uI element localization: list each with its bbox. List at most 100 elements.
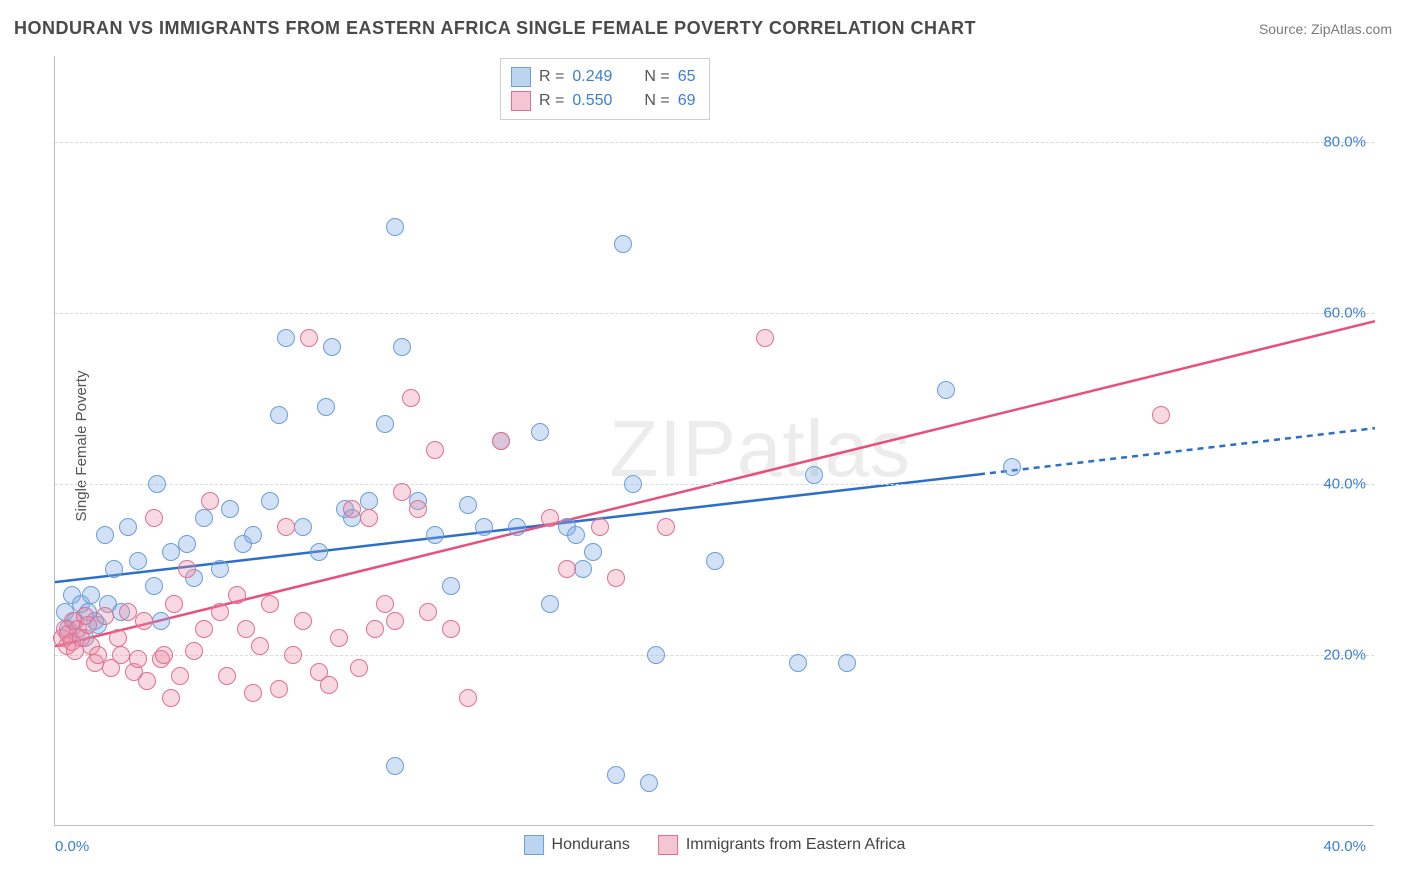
data-point-eastern_africa [251,637,269,655]
data-point-hondurans [805,466,823,484]
chart-source: Source: ZipAtlas.com [1259,21,1392,37]
data-point-eastern_africa [201,492,219,510]
data-point-eastern_africa [409,500,427,518]
data-point-eastern_africa [657,518,675,536]
legend-swatch-eastern_africa [658,835,678,855]
data-point-hondurans [119,518,137,536]
data-point-eastern_africa [284,646,302,664]
data-point-hondurans [261,492,279,510]
x-tick-label: 0.0% [55,838,89,855]
data-point-hondurans [1003,458,1021,476]
legend-swatch-eastern_africa [511,91,531,111]
data-point-eastern_africa [541,509,559,527]
data-point-eastern_africa [343,500,361,518]
data-point-eastern_africa [294,612,312,630]
data-point-eastern_africa [96,607,114,625]
data-point-hondurans [323,338,341,356]
data-point-hondurans [96,526,114,544]
chart-header: HONDURAN VS IMMIGRANTS FROM EASTERN AFRI… [14,18,1392,39]
data-point-hondurans [838,654,856,672]
data-point-hondurans [531,423,549,441]
data-point-hondurans [393,338,411,356]
data-point-eastern_africa [195,620,213,638]
legend-series-label-hondurans: Hondurans [552,836,630,854]
data-point-hondurans [640,774,658,792]
data-point-eastern_africa [360,509,378,527]
data-point-hondurans [310,543,328,561]
legend-r-value-eastern_africa: 0.550 [572,89,624,113]
data-point-hondurans [195,509,213,527]
y-tick-label: 60.0% [1323,304,1366,321]
data-point-eastern_africa [228,586,246,604]
data-point-eastern_africa [591,518,609,536]
data-point-hondurans [459,496,477,514]
legend-series-item-eastern_africa: Immigrants from Eastern Africa [658,835,906,855]
data-point-hondurans [178,535,196,553]
data-point-eastern_africa [320,676,338,694]
data-point-hondurans [624,475,642,493]
data-point-eastern_africa [211,603,229,621]
data-point-eastern_africa [178,560,196,578]
data-point-hondurans [647,646,665,664]
data-point-hondurans [221,500,239,518]
legend-correlation: R =0.249N =65R =0.550N =69 [500,58,710,120]
data-point-eastern_africa [261,595,279,613]
data-point-hondurans [277,329,295,347]
data-point-eastern_africa [155,646,173,664]
data-point-eastern_africa [237,620,255,638]
grid-line [55,313,1374,314]
legend-series-label-eastern_africa: Immigrants from Eastern Africa [686,836,906,854]
data-point-eastern_africa [145,509,163,527]
data-point-eastern_africa [1152,406,1170,424]
data-point-eastern_africa [330,629,348,647]
legend-swatch-hondurans [511,67,531,87]
y-tick-label: 40.0% [1323,475,1366,492]
data-point-eastern_africa [386,612,404,630]
data-point-hondurans [317,398,335,416]
data-point-eastern_africa [244,684,262,702]
legend-n-label: N = [644,65,669,89]
grid-line [55,655,1374,656]
x-tick-label: 40.0% [1323,838,1366,855]
data-point-hondurans [607,766,625,784]
data-point-eastern_africa [277,518,295,536]
data-point-eastern_africa [162,689,180,707]
data-point-eastern_africa [366,620,384,638]
data-point-hondurans [105,560,123,578]
data-point-eastern_africa [129,650,147,668]
data-point-hondurans [270,406,288,424]
data-point-eastern_africa [419,603,437,621]
y-tick-label: 80.0% [1323,133,1366,150]
legend-r-label: R = [539,65,564,89]
data-point-hondurans [82,586,100,604]
chart-title: HONDURAN VS IMMIGRANTS FROM EASTERN AFRI… [14,18,976,39]
data-point-hondurans [541,595,559,613]
data-point-eastern_africa [442,620,460,638]
legend-r-label: R = [539,89,564,113]
data-point-eastern_africa [185,642,203,660]
grid-line [55,484,1374,485]
data-point-hondurans [376,415,394,433]
data-point-eastern_africa [135,612,153,630]
data-point-hondurans [294,518,312,536]
data-point-eastern_africa [270,680,288,698]
legend-corr-row-hondurans: R = 0.249 N = 65 [511,65,695,89]
legend-n-value-hondurans: 65 [678,65,696,89]
legend-r-value-hondurans: 0.249 [572,65,624,89]
data-point-eastern_africa [112,646,130,664]
data-point-hondurans [789,654,807,672]
trend-line-hondurans-extrap [979,428,1375,474]
data-point-hondurans [162,543,180,561]
data-point-eastern_africa [492,432,510,450]
data-point-hondurans [244,526,262,544]
trend-lines [55,56,1375,826]
data-point-eastern_africa [756,329,774,347]
legend-series: Hondurans Immigrants from Eastern Africa [524,835,906,855]
data-point-hondurans [706,552,724,570]
data-point-hondurans [360,492,378,510]
grid-line [55,142,1374,143]
data-point-eastern_africa [376,595,394,613]
data-point-hondurans [614,235,632,253]
watermark: ZIPatlas [609,403,910,495]
data-point-hondurans [442,577,460,595]
